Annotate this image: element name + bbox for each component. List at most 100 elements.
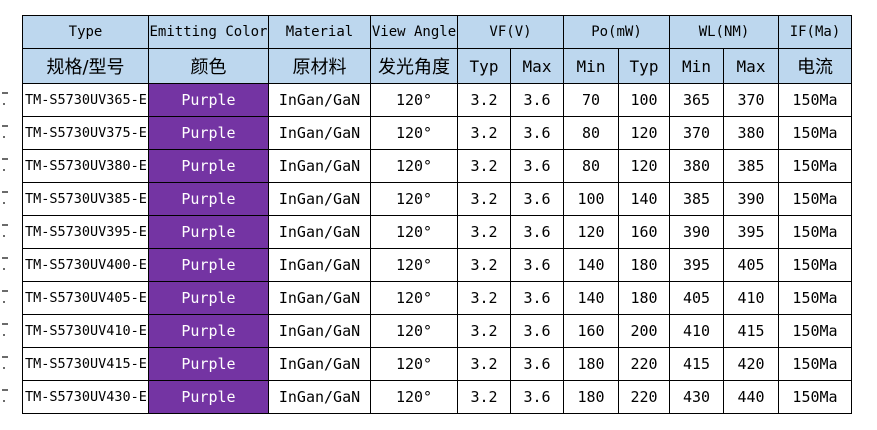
- edge-artifact-mark: [2, 158, 8, 160]
- cell-view-angle: 120°: [370, 149, 458, 183]
- cell-view-angle: 120°: [370, 347, 458, 381]
- cell-vf-max: 3.6: [510, 314, 564, 348]
- cell-color: Purple: [148, 347, 269, 381]
- cell-material: InGan/GaN: [268, 116, 371, 150]
- cell-wl-min: 415: [669, 347, 724, 381]
- cell-po-min: 180: [563, 380, 619, 414]
- cell-wl-max: 410: [723, 281, 779, 315]
- cell-type: TM-S5730UV380-E: [22, 149, 149, 183]
- cell-color: Purple: [148, 215, 269, 249]
- cell-wl-min: 395: [669, 248, 724, 282]
- edge-artifact-mark: [2, 191, 8, 193]
- cell-vf-typ: 3.2: [457, 314, 511, 348]
- edge-artifact-mark: [3, 334, 5, 336]
- led-spec-table: Type Emitting Color Material View Angle …: [22, 15, 852, 414]
- cell-if-ma: 150Ma: [778, 314, 852, 348]
- cell-wl-max: 380: [723, 116, 779, 150]
- table-body: TM-S5730UV365-E Purple InGan/GaN 120° 3.2 3.6…: [22, 83, 852, 414]
- cell-vf-typ: 3.2: [457, 215, 511, 249]
- header-cell-type: Type: [22, 15, 149, 49]
- cell-if-ma: 150Ma: [778, 215, 852, 249]
- table-row: TM-S5730UV400-E Purple InGan/GaN 120° 3.2 3.6…: [22, 248, 852, 282]
- cell-if-ma: 150Ma: [778, 182, 852, 216]
- cell-color: Purple: [148, 281, 269, 315]
- cell-view-angle: 120°: [370, 281, 458, 315]
- cell-if-ma: 150Ma: [778, 347, 852, 381]
- cell-po-typ: 220: [618, 347, 670, 381]
- cell-wl-max: 385: [723, 149, 779, 183]
- cell-vf-max: 3.6: [510, 182, 564, 216]
- cell-po-typ: 120: [618, 149, 670, 183]
- cell-vf-typ: 3.2: [457, 347, 511, 381]
- cell-wl-max: 370: [723, 83, 779, 117]
- cell-if-ma: 150Ma: [778, 380, 852, 414]
- cell-po-min: 70: [563, 83, 619, 117]
- cell-wl-max: 405: [723, 248, 779, 282]
- cell-po-typ: 180: [618, 248, 670, 282]
- cell-if-ma: 150Ma: [778, 116, 852, 150]
- edge-artifact-mark: [3, 235, 5, 237]
- header-row-chinese: 规格/型号 颜色 原材料 发光角度 Typ Max Min Typ Min Ma…: [22, 48, 852, 84]
- subheader-cell-wl-min: Min: [669, 48, 724, 84]
- edge-artifact-mark: [3, 268, 5, 270]
- cell-vf-max: 3.6: [510, 380, 564, 414]
- cell-po-typ: 120: [618, 116, 670, 150]
- cell-po-typ: 160: [618, 215, 670, 249]
- header-cell-vf: VF(V): [457, 15, 564, 49]
- cell-color: Purple: [148, 380, 269, 414]
- cell-if-ma: 150Ma: [778, 281, 852, 315]
- header-cell-view-angle: View Angle: [370, 15, 458, 49]
- cell-po-typ: 140: [618, 182, 670, 216]
- subheader-cell-view-angle-cn: 发光角度: [370, 48, 458, 84]
- cell-type: TM-S5730UV400-E: [22, 248, 149, 282]
- cell-material: InGan/GaN: [268, 347, 371, 381]
- edge-artifact-mark: [2, 224, 8, 226]
- table-row: TM-S5730UV380-E Purple InGan/GaN 120° 3.2 3.6…: [22, 149, 852, 183]
- cell-view-angle: 120°: [370, 248, 458, 282]
- cell-color: Purple: [148, 248, 269, 282]
- edge-artifact-mark: [2, 125, 8, 127]
- cell-color: Purple: [148, 149, 269, 183]
- cell-wl-min: 370: [669, 116, 724, 150]
- cell-wl-min: 390: [669, 215, 724, 249]
- cell-po-min: 140: [563, 281, 619, 315]
- cell-po-min: 80: [563, 149, 619, 183]
- cell-view-angle: 120°: [370, 116, 458, 150]
- cell-vf-max: 3.6: [510, 281, 564, 315]
- cell-wl-max: 395: [723, 215, 779, 249]
- subheader-cell-po-min: Min: [563, 48, 619, 84]
- cell-view-angle: 120°: [370, 215, 458, 249]
- cell-po-typ: 180: [618, 281, 670, 315]
- cell-color: Purple: [148, 116, 269, 150]
- cell-color: Purple: [148, 83, 269, 117]
- edge-artifact-mark: [2, 356, 8, 358]
- header-cell-material: Material: [268, 15, 371, 49]
- cell-vf-max: 3.6: [510, 83, 564, 117]
- header-cell-wl: WL(NM): [669, 15, 779, 49]
- cell-po-min: 140: [563, 248, 619, 282]
- cell-vf-max: 3.6: [510, 248, 564, 282]
- cell-po-min: 80: [563, 116, 619, 150]
- cell-vf-max: 3.6: [510, 347, 564, 381]
- cell-type: TM-S5730UV365-E: [22, 83, 149, 117]
- cell-vf-max: 3.6: [510, 215, 564, 249]
- cell-vf-typ: 3.2: [457, 149, 511, 183]
- edge-artifact-mark: [3, 400, 5, 402]
- cell-vf-typ: 3.2: [457, 380, 511, 414]
- cell-po-min: 120: [563, 215, 619, 249]
- subheader-cell-current-cn: 电流: [778, 48, 852, 84]
- edge-artifact-mark: [2, 290, 8, 292]
- cell-if-ma: 150Ma: [778, 83, 852, 117]
- cell-type: TM-S5730UV385-E: [22, 182, 149, 216]
- cell-wl-min: 380: [669, 149, 724, 183]
- cell-vf-typ: 3.2: [457, 182, 511, 216]
- table-row: TM-S5730UV415-E Purple InGan/GaN 120° 3.2 3.6…: [22, 347, 852, 381]
- cell-if-ma: 150Ma: [778, 248, 852, 282]
- table-row: TM-S5730UV410-E Purple InGan/GaN 120° 3.2 3.6…: [22, 314, 852, 348]
- edge-artifact-mark: [3, 169, 5, 171]
- cell-wl-max: 390: [723, 182, 779, 216]
- cell-type: TM-S5730UV430-E: [22, 380, 149, 414]
- table-row: TM-S5730UV395-E Purple InGan/GaN 120° 3.2 3.6…: [22, 215, 852, 249]
- edge-artifact-mark: [3, 301, 5, 303]
